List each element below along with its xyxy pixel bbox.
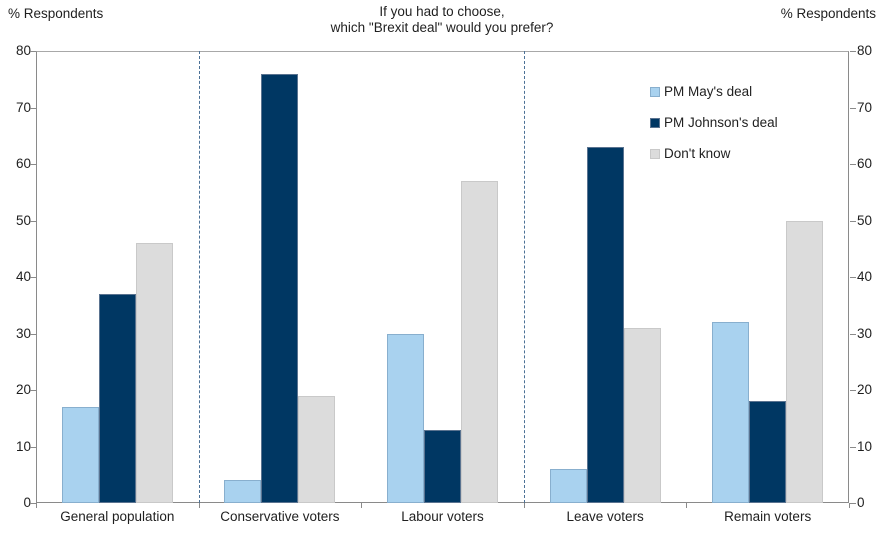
- y-axis-tick-label-right: 20: [857, 382, 873, 397]
- x-axis-tick: [849, 503, 850, 508]
- y-axis-tick-label-left: 40: [15, 269, 31, 284]
- x-axis-tick: [686, 503, 687, 508]
- y-axis-tick-left: [30, 51, 36, 52]
- x-axis-category-label: Conservative voters: [220, 509, 340, 524]
- x-axis-tick: [36, 503, 37, 508]
- chart-title: If you had to choose, which "Brexit deal…: [0, 4, 884, 36]
- y-axis-tick-label-right: 80: [857, 43, 873, 58]
- bar-pm-johnson-s-deal: [424, 429, 461, 503]
- y-axis-tick-right: [850, 333, 856, 335]
- x-axis-category-label: Remain voters: [724, 509, 812, 524]
- y-axis-tick-label-right: 10: [857, 438, 873, 454]
- left-axis-units-label: % Respondents: [8, 6, 104, 21]
- y-axis-tick-label-left: 60: [15, 156, 31, 171]
- x-axis-tick: [199, 503, 200, 508]
- y-axis-tick-label-right: 30: [857, 325, 873, 341]
- bar-don-t-know: [786, 220, 823, 503]
- legend-item: Don't know: [650, 138, 778, 169]
- y-axis-tick-left: [30, 164, 36, 165]
- y-axis-tick-label-left: 10: [15, 438, 31, 454]
- x-axis-category-label: General population: [60, 509, 175, 524]
- y-axis-tick-right: [850, 51, 856, 52]
- y-axis-tick-left: [30, 503, 36, 504]
- bar-don-t-know: [624, 327, 661, 503]
- bar-pm-johnson-s-deal: [261, 73, 298, 503]
- bar-pm-may-s-deal: [62, 406, 99, 503]
- y-axis-tick-right: [850, 220, 856, 222]
- y-axis-tick-label-right: 60: [857, 156, 873, 171]
- group-separator-line: [524, 51, 525, 503]
- bar-don-t-know: [298, 395, 335, 503]
- legend-swatch-icon: [650, 86, 660, 97]
- legend-label: Don't know: [664, 146, 731, 161]
- chart-legend: PM May's deal PM Johnson's deal Don't know: [650, 76, 778, 169]
- legend-label: PM May's deal: [664, 84, 753, 99]
- y-axis-tick-right: [850, 277, 856, 278]
- bar-don-t-know: [461, 180, 498, 503]
- y-axis-tick-left: [30, 277, 36, 278]
- y-axis-tick-label-left: 30: [15, 325, 31, 341]
- y-axis-tick-label-left: 20: [15, 382, 31, 397]
- legend-item: PM Johnson's deal: [650, 107, 778, 138]
- group-separator-line: [199, 51, 200, 503]
- legend-swatch-icon: [650, 148, 660, 159]
- bar-pm-johnson-s-deal: [587, 147, 624, 503]
- y-axis-tick-right: [850, 390, 856, 391]
- y-axis-tick-left: [30, 390, 36, 391]
- x-axis-category-label: Labour voters: [401, 509, 484, 524]
- y-axis-tick-right: [850, 446, 856, 448]
- bar-pm-may-s-deal: [224, 480, 261, 503]
- y-axis-tick-left: [30, 333, 36, 335]
- y-axis-tick-label-left: 80: [15, 43, 31, 58]
- chart-title-line2: which "Brexit deal" would you prefer?: [330, 20, 554, 35]
- y-axis-tick-label-right: 40: [857, 269, 873, 284]
- y-axis-tick-left: [30, 220, 36, 222]
- y-axis-tick-label-left: 70: [15, 99, 31, 115]
- y-axis-tick-label-right: 70: [857, 99, 873, 115]
- legend-swatch-icon: [650, 117, 660, 128]
- y-axis-tick-left: [30, 446, 36, 448]
- y-axis-tick-label-right: 0: [857, 495, 865, 510]
- y-axis-tick-label-right: 50: [857, 212, 873, 228]
- y-axis-tick-right: [850, 107, 856, 109]
- bar-don-t-know: [136, 243, 173, 503]
- bar-pm-johnson-s-deal: [749, 401, 786, 503]
- y-axis-tick-right: [850, 164, 856, 165]
- y-axis-tick-label-left: 0: [23, 495, 31, 510]
- bar-pm-may-s-deal: [550, 469, 587, 503]
- y-axis-tick-right: [850, 503, 856, 504]
- legend-label: PM Johnson's deal: [664, 115, 778, 130]
- x-axis-category-label: Leave voters: [566, 509, 644, 524]
- y-axis-tick-left: [30, 107, 36, 109]
- legend-item: PM May's deal: [650, 76, 778, 107]
- bar-pm-may-s-deal: [387, 333, 424, 503]
- chart-title-line1: If you had to choose,: [379, 4, 505, 19]
- x-axis-tick: [524, 503, 525, 508]
- bar-pm-may-s-deal: [712, 322, 749, 503]
- x-axis-tick: [361, 503, 362, 508]
- bar-pm-johnson-s-deal: [99, 293, 136, 503]
- y-axis-tick-label-left: 50: [15, 212, 31, 228]
- right-axis-units-label: % Respondents: [780, 6, 876, 21]
